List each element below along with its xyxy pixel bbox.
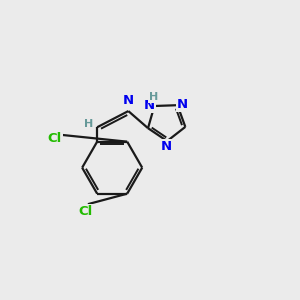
Text: N: N [144,99,155,112]
Text: N: N [123,94,134,107]
Text: N: N [160,140,172,153]
Text: Cl: Cl [48,132,62,145]
Text: Cl: Cl [79,205,93,218]
Text: N: N [177,98,188,110]
Text: H: H [84,119,93,130]
Text: H: H [148,92,158,102]
